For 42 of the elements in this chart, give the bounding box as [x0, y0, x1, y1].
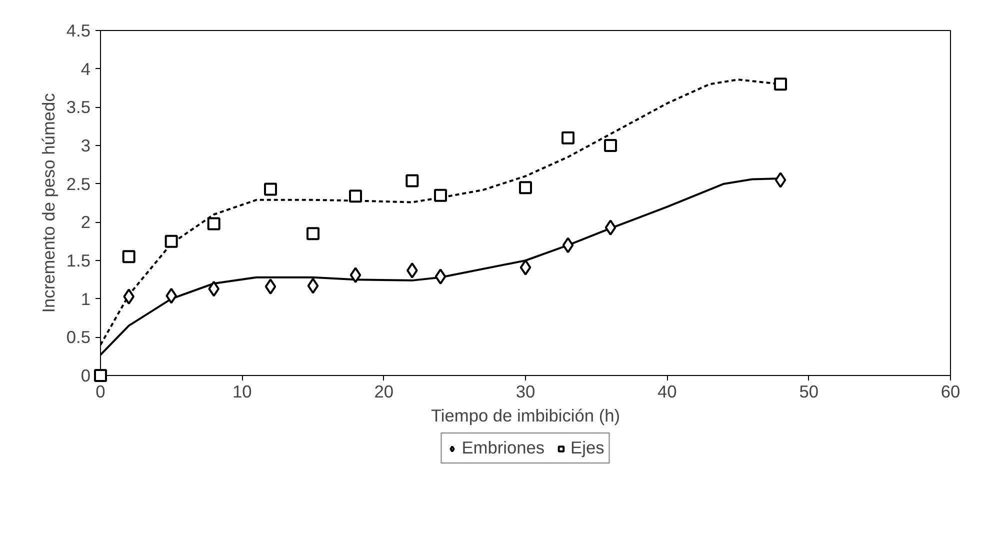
x-tick-label: 0: [96, 382, 106, 402]
point: [306, 227, 320, 240]
y-tick-label: 2.5: [66, 174, 91, 194]
point: [774, 172, 786, 188]
point: [604, 220, 616, 236]
point: [520, 259, 532, 276]
point: [164, 234, 178, 248]
point: [350, 267, 362, 284]
point: [122, 250, 136, 264]
y-tick-label: 4.5: [66, 20, 91, 40]
x-tick-label: 20: [374, 382, 394, 402]
x-tick-label: 50: [799, 382, 818, 402]
y-tick-label: 1: [80, 288, 91, 309]
point: [94, 369, 107, 382]
point: [349, 190, 362, 203]
x-tick-label: 40: [658, 382, 677, 402]
point: [519, 181, 532, 194]
x-tick-label: 30: [516, 382, 536, 402]
y-tick-label: 3: [80, 136, 91, 156]
y-tick-label: 1.5: [66, 250, 91, 270]
y-tick-label: 4: [80, 58, 91, 79]
x-tick-label: 10: [232, 382, 252, 402]
point: [562, 131, 574, 144]
point: [307, 278, 319, 294]
legend-label: Embriones: [462, 438, 545, 458]
point: [434, 268, 446, 285]
point: [207, 217, 220, 230]
y-tick-label: 0: [80, 366, 91, 386]
legend-label: Ejes: [570, 438, 604, 458]
x-axis-title: Tiempo de imbibición (h): [430, 406, 620, 426]
point: [434, 188, 447, 202]
point: [264, 182, 277, 196]
y-tick-label: 3.5: [66, 97, 91, 118]
point: [406, 174, 419, 188]
point: [774, 78, 787, 91]
point: [604, 139, 617, 152]
point: [264, 278, 276, 295]
point: [562, 237, 574, 254]
x-tick-label: 60: [940, 382, 960, 402]
y-tick-label: 2: [80, 212, 91, 232]
y-axis-title: Incremento de peso húmedc: [38, 92, 58, 313]
y-tick-label: 0.5: [66, 327, 91, 348]
